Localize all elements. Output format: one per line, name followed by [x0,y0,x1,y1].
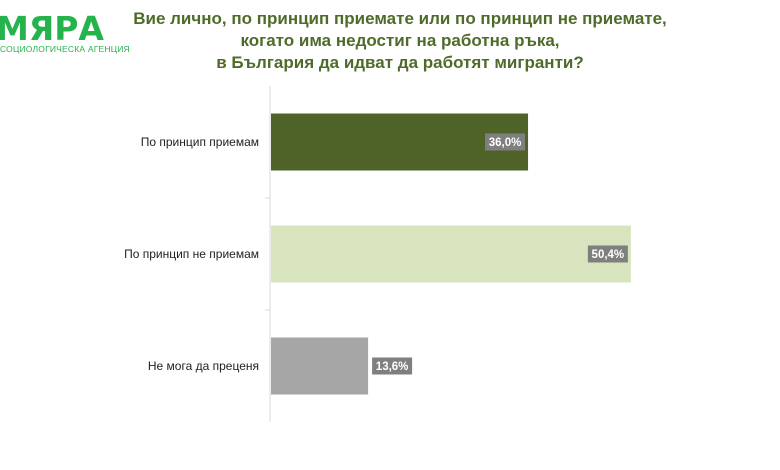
data-label-box-1 [485,133,526,151]
data-label-2: 50,4% [592,249,625,261]
logo-subtitle: СОЦИОЛОГИЧЕСКА АГЕНЦИЯ [0,44,130,54]
data-label-box-3 [372,357,413,375]
chart-title-line-3: в България да идват да работят мигранти? [216,53,584,72]
data-label-box-2 [587,245,628,263]
category-label-1: По принцип приемам [141,135,259,149]
logo-name: МЯРА [0,9,104,48]
bar-3 [271,337,369,395]
data-label-3: 13,6% [376,361,409,373]
data-label-1: 36,0% [489,137,522,149]
chart-title-line-1: Вие лично, по принцип приемате или по пр… [133,9,667,28]
category-label-3: Не мога да преценя [148,359,259,373]
chart-title-line-2: когато има недостиг на работна ръка, [240,31,560,50]
chart-title: Вие лично, по принцип приемате или по пр… [100,8,700,74]
bar-2 [271,225,631,283]
category-label-2: По принцип не приемам [124,247,259,261]
